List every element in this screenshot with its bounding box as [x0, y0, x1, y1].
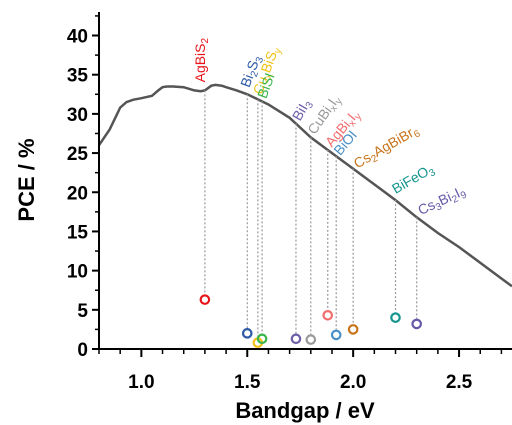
x-tick-label: 1.5 — [234, 372, 261, 393]
axis-ticks-layer: 1.0 1.5 2.0 2.5 0 5 10 15 20 25 30 35 40 — [67, 15, 503, 393]
guide-lines-layer — [204, 90, 418, 338]
x-tick-label: 2.0 — [340, 372, 366, 393]
label-Cs3Bi2I9: Cs3​Bi2​I9​ — [415, 182, 469, 221]
point-Cs2AgBiBr6 — [347, 324, 359, 335]
label-CuxBiSy: Cux​BiSy​ — [250, 44, 285, 97]
label-BiI3: BiI3​ — [289, 96, 317, 125]
label-Cs2AgBiBr6: Cs2​AgBiBr6​ — [351, 121, 423, 174]
point-BiI3 — [290, 333, 302, 345]
x-tick-label: 2.5 — [446, 372, 473, 393]
point-BiFeO3 — [390, 312, 401, 323]
data-points-layer — [199, 294, 422, 349]
point-Cs3Bi2I9 — [411, 318, 422, 330]
y-tick-label: 25 — [67, 144, 89, 165]
label-BiFeO3: BiFeO3​ — [389, 160, 438, 199]
point-BiSI — [256, 333, 268, 345]
y-axis-title: PCE / % — [14, 138, 39, 221]
point-Bi2S3 — [241, 328, 253, 339]
y-tick-label: 5 — [77, 301, 88, 322]
material-labels-layer: AgBiS2​Bi2​S3​Cux​BiSy​BiSIBiI3​CuBix​Iy… — [192, 37, 469, 221]
label-AgBiS2: AgBiS2​ — [192, 37, 211, 82]
y-tick-label: 20 — [67, 183, 88, 204]
label-Bi2S3: Bi2​S3​ — [237, 53, 266, 91]
point-BiOI — [330, 329, 342, 341]
x-tick-label: 1.0 — [128, 372, 154, 393]
point-AgBixIy — [322, 309, 334, 321]
x-axis-title: Bandgap / eV — [235, 398, 375, 423]
y-tick-label: 10 — [67, 262, 88, 283]
point-CuBixIy — [305, 334, 317, 345]
point-AgBiS2 — [199, 294, 211, 305]
y-tick-label: 0 — [77, 340, 88, 361]
y-tick-label: 35 — [67, 66, 89, 87]
limit-curve-layer — [97, 83, 512, 288]
y-tick-label: 40 — [67, 27, 88, 48]
y-tick-label: 30 — [67, 105, 88, 126]
sq-limit-curve — [97, 83, 512, 288]
y-tick-label: 15 — [67, 222, 89, 243]
